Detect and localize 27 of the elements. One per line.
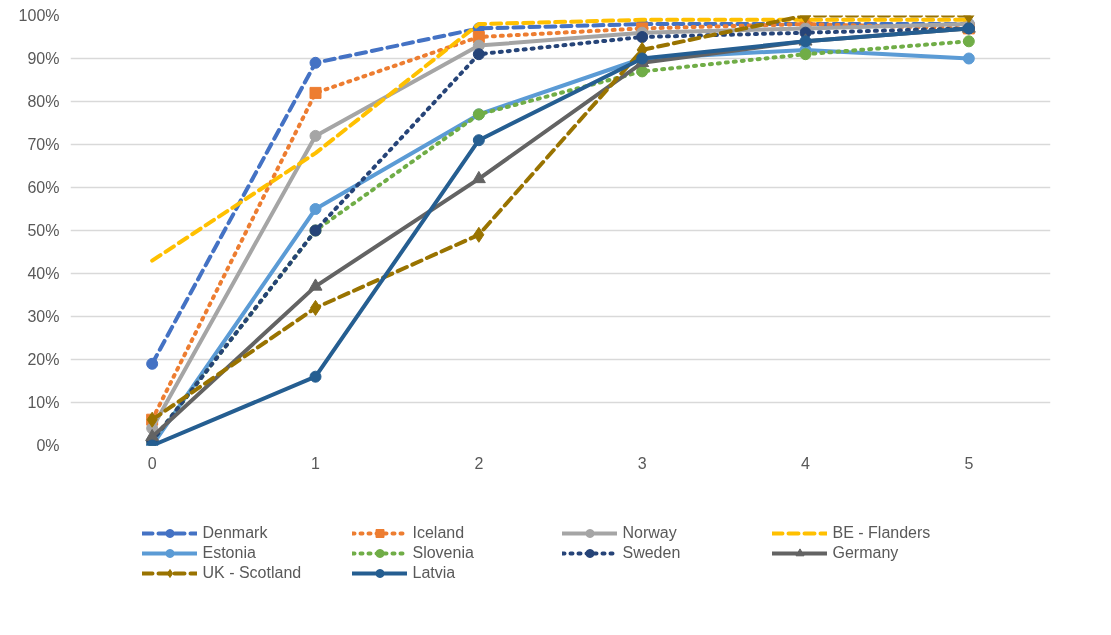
y-tick-label: 100% xyxy=(18,7,60,24)
legend-label: BE - Flanders xyxy=(832,523,932,542)
legend-label: Sweden xyxy=(622,543,682,562)
legend-label: Estonia xyxy=(202,543,257,562)
legend-label: Iceland xyxy=(412,523,466,542)
y-tick-label: 0% xyxy=(36,437,60,454)
legend-label: Germany xyxy=(832,543,900,562)
x-tick-label: 0 xyxy=(147,454,157,472)
legend-label: Denmark xyxy=(202,523,269,542)
x-tick-label: 4 xyxy=(801,454,811,472)
legend-label: UK - Scotland xyxy=(202,563,303,582)
y-tick-label: 50% xyxy=(27,222,60,239)
y-tick-label: 90% xyxy=(27,50,60,67)
y-tick-label: 60% xyxy=(27,179,60,196)
x-tick-label: 2 xyxy=(474,454,484,472)
legend-label: Slovenia xyxy=(412,543,475,562)
x-tick-label: 3 xyxy=(637,454,647,472)
y-tick-label: 20% xyxy=(27,351,60,368)
y-tick-label: 10% xyxy=(27,394,60,411)
y-tick-label: 80% xyxy=(27,93,60,110)
y-tick-label: 70% xyxy=(27,136,60,153)
y-tick-label: 30% xyxy=(27,308,60,325)
x-tick-label: 5 xyxy=(964,454,974,472)
legend-label: Latvia xyxy=(412,563,457,582)
y-tick-label: 40% xyxy=(27,265,60,282)
legend-label: Norway xyxy=(622,523,678,542)
x-tick-label: 1 xyxy=(311,454,321,472)
